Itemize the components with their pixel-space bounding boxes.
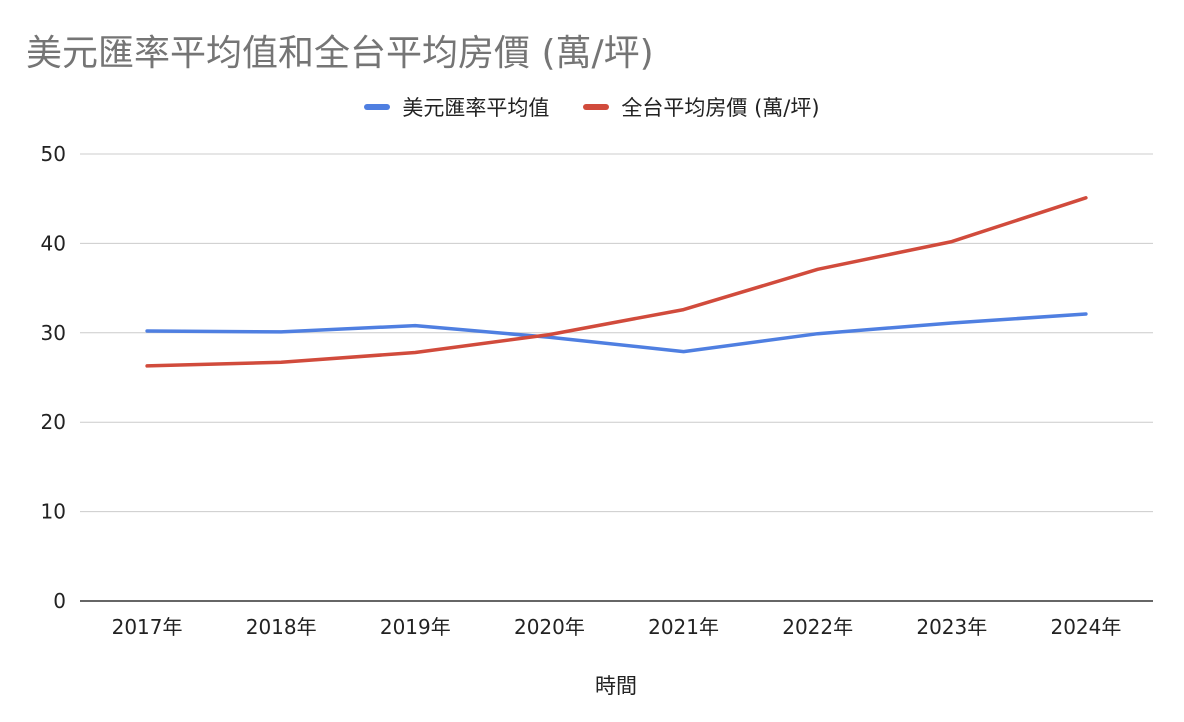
x-tick-label: 2018年 — [246, 615, 317, 639]
y-tick-label: 50 — [41, 142, 66, 166]
legend-swatch-series-1 — [583, 104, 610, 110]
legend-swatch-series-0 — [364, 104, 391, 110]
legend-label-series-1: 全台平均房價 (萬/坪) — [621, 96, 820, 120]
x-axis-label: 時間 — [595, 674, 637, 698]
legend-item-series-0[interactable]: 美元匯率平均值 — [364, 92, 549, 122]
chart-title: 美元匯率平均值和全台平均房價 (萬/坪) — [26, 33, 654, 74]
y-tick-label: 10 — [41, 500, 66, 524]
legend: 美元匯率平均值 全台平均房價 (萬/坪) — [0, 92, 1184, 122]
series-line-1[interactable] — [145, 196, 1088, 368]
y-tick-label: 0 — [53, 589, 66, 613]
legend-item-series-1[interactable]: 全台平均房價 (萬/坪) — [583, 92, 820, 122]
series-lines — [145, 196, 1088, 368]
y-tick-label: 20 — [41, 410, 66, 434]
x-tick-label: 2023年 — [916, 615, 987, 639]
x-tick-label: 2017年 — [112, 615, 183, 639]
x-tick-label: 2024年 — [1050, 615, 1121, 639]
x-tick-label: 2020年 — [514, 615, 585, 639]
x-axis-ticks: 2017年 2018年 2019年 2020年 2021年 2022年 2023年 2024年 — [112, 615, 1122, 639]
y-axis-ticks: 0 10 20 30 40 50 — [41, 142, 66, 613]
x-tick-label: 2019年 — [380, 615, 451, 639]
y-tick-label: 40 — [41, 231, 66, 255]
y-tick-label: 30 — [41, 321, 66, 345]
series-line-0[interactable] — [145, 312, 1088, 354]
legend-label-series-0: 美元匯率平均值 — [402, 96, 550, 120]
x-tick-label: 2021年 — [648, 615, 719, 639]
x-tick-label: 2022年 — [782, 615, 853, 639]
